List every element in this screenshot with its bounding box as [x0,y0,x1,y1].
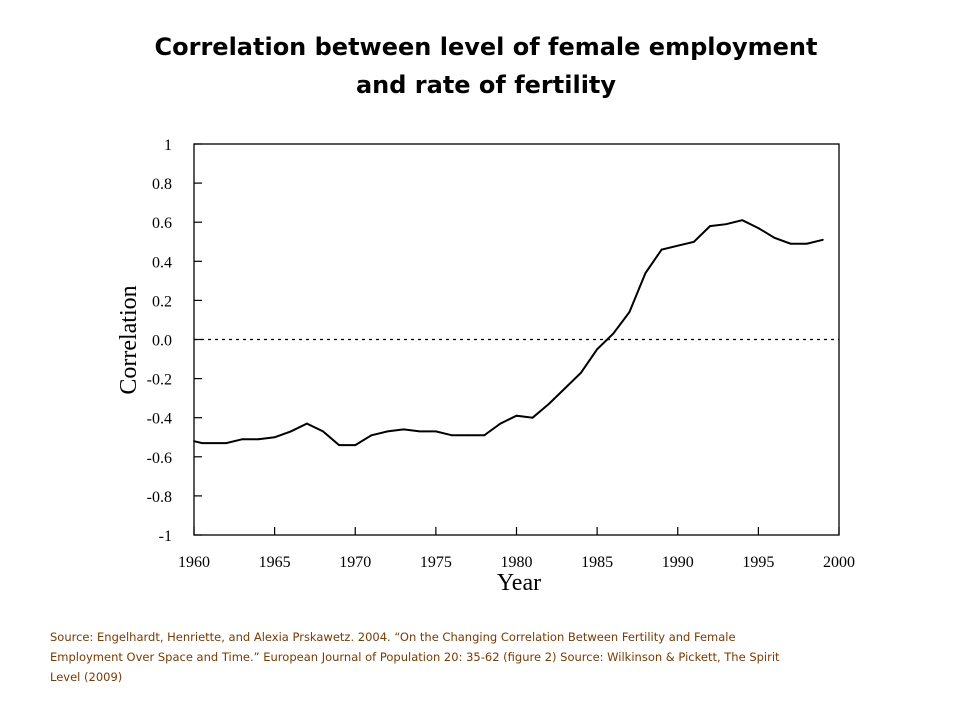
x-tick-label: 1960 [178,554,210,571]
data-point [386,430,389,433]
data-point [547,403,550,405]
x-tick-label: 1995 [742,554,774,571]
data-point [338,444,341,446]
y-tick-label: 0.8 [152,176,172,193]
data-point [257,438,260,441]
slide-title-line-2: and rate of fertility [355,71,617,99]
data-point [660,248,663,251]
data-point [209,442,212,445]
source-citation: Source: Engelhardt, Henriette, and Alexi… [50,630,780,684]
data-point [418,430,421,433]
x-tick-label: 1970 [339,554,371,571]
data-point [628,311,631,314]
x-tick-label: 1990 [662,554,694,571]
x-axis-title: Year [497,570,541,596]
slide-title: Correlation between level of female empl… [80,28,892,104]
data-point [692,240,695,243]
data-point [580,371,582,374]
data-point [193,440,195,443]
data-point [676,244,679,247]
data-point [515,414,518,417]
data-point [531,416,534,419]
y-tick-label: 0.2 [152,293,172,310]
data-point [241,438,244,441]
y-tick-label: 0.6 [152,215,172,232]
data-point [322,430,324,433]
data-point [805,242,808,245]
data-point [789,242,792,245]
data-point [467,434,470,437]
x-tick-label: 1975 [420,554,452,571]
data-point [201,442,203,445]
data-point [741,219,744,222]
data-point [499,422,502,425]
y-axis: 1 0.8 0.6 0.4 0.2 0.0 -0.2 -0.4 -0.6 -0.8 -1 [147,137,202,545]
y-tick-label: 1 [164,137,172,154]
y-tick-label: 0.0 [152,333,172,350]
y-tick-label: -0.6 [147,450,172,467]
data-point [725,223,728,226]
data-point [370,434,373,437]
data-point [305,422,308,425]
data-point [773,236,776,239]
data-point [821,238,824,241]
y-tick-label: -0.4 [147,411,172,428]
data-point [709,225,711,228]
x-axis: 1960 1965 1970 1975 1980 1985 1990 1995 2000 [178,527,855,571]
x-tick-label: 1965 [259,554,291,571]
data-point [612,332,615,335]
data-point [402,428,405,431]
data-point [354,444,357,446]
x-tick-label: 1980 [501,554,533,571]
data-point [273,436,276,439]
series-points [193,219,824,446]
data-point [563,387,566,390]
data-point [225,442,228,445]
data-point [434,430,437,433]
x-tick-label: 1985 [581,554,613,571]
y-tick-label: -0.8 [147,489,172,506]
data-point [483,434,486,437]
correlation-series-line [193,219,824,447]
y-tick-label: -0.2 [147,372,172,389]
y-axis-title: Correlation [116,285,142,394]
data-point [644,272,647,274]
slide-title-line-1: Correlation between level of female empl… [154,33,818,61]
data-point [757,227,760,229]
data-point [451,434,453,437]
data-point [596,348,599,351]
x-tick-label: 2000 [823,554,855,571]
data-point [289,430,292,433]
y-tick-label: -1 [159,528,172,545]
y-tick-label: 0.4 [152,254,172,271]
